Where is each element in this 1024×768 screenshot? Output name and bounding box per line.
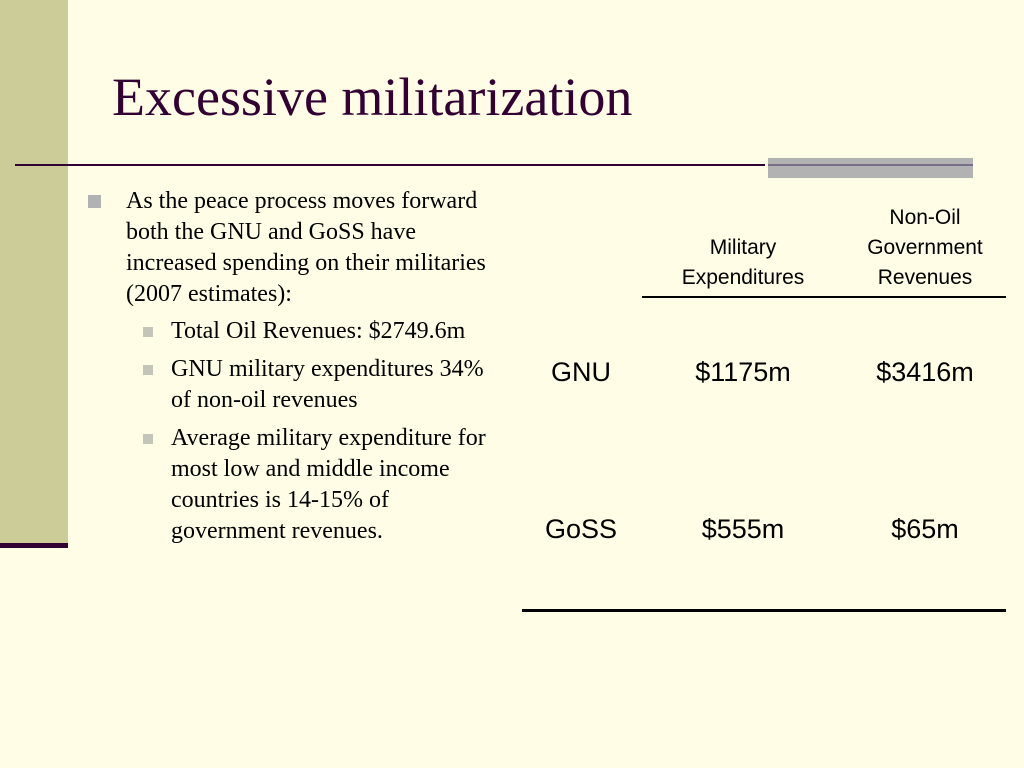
cell-goss-military: $555m bbox=[701, 514, 785, 544]
sub-bullet-text: Total Oil Revenues: $2749.6m bbox=[171, 318, 466, 344]
square-bullet-icon bbox=[143, 327, 153, 337]
bullet-list: As the peace process moves forward both … bbox=[88, 186, 488, 554]
bullet-main-text: As the peace process moves forward both … bbox=[126, 188, 486, 307]
title-accent-line bbox=[768, 164, 973, 166]
header-divider bbox=[642, 296, 1006, 298]
square-bullet-icon bbox=[143, 434, 153, 444]
cell-gnu-military: $1175m bbox=[695, 357, 791, 387]
row-label-goss: GoSS bbox=[544, 514, 618, 544]
header-non-oil-revenues: Non-Oil Government Revenues bbox=[867, 206, 983, 289]
slide-title: Excessive militarization bbox=[112, 67, 633, 127]
bullet-main: As the peace process moves forward both … bbox=[88, 186, 488, 310]
sub-bullet-text: GNU military expenditures 34% of non-oil… bbox=[171, 356, 484, 413]
cell-goss-revenue: $65m bbox=[891, 514, 959, 544]
square-bullet-icon bbox=[143, 365, 153, 375]
sub-bullet-item: GNU military expenditures 34% of non-oil… bbox=[88, 354, 488, 416]
header-military-expenditures: Military Expenditures bbox=[681, 236, 805, 289]
row-label-gnu: GNU bbox=[551, 357, 611, 387]
title-underline bbox=[15, 164, 765, 166]
table-bottom-border bbox=[522, 609, 1006, 612]
sub-bullet-text: Average military expenditure for most lo… bbox=[171, 425, 486, 544]
side-decoration-strip bbox=[0, 0, 68, 546]
cell-gnu-revenue: $3416m bbox=[876, 357, 974, 387]
sub-bullet-list: Total Oil Revenues: $2749.6m GNU militar… bbox=[88, 316, 488, 547]
title-accent-bar bbox=[768, 158, 973, 178]
sub-bullet-item: Total Oil Revenues: $2749.6m bbox=[88, 316, 488, 347]
side-decoration-line bbox=[0, 543, 68, 548]
sub-bullet-item: Average military expenditure for most lo… bbox=[88, 423, 488, 547]
square-bullet-icon bbox=[88, 195, 101, 208]
comparison-table: Military Expenditures Non-Oil Government… bbox=[522, 200, 1006, 612]
